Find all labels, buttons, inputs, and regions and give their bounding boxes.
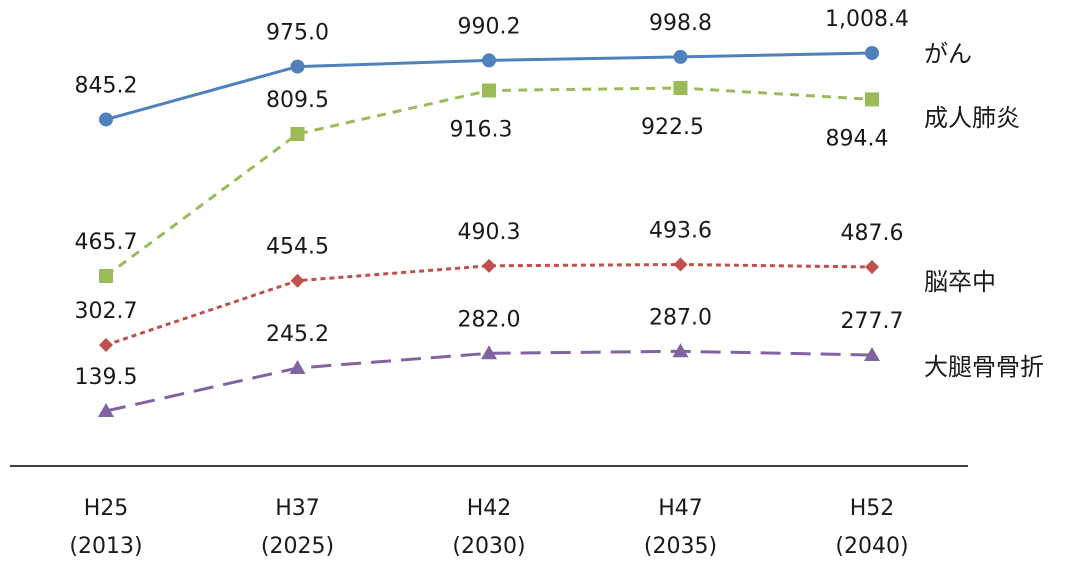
data-label-2-1: 465.7: [75, 230, 138, 255]
data-point-2-5: [865, 92, 879, 107]
data-label-1-4: 998.8: [649, 11, 712, 36]
series-label-1: がん: [924, 40, 972, 68]
x-tick-layer: H25 (2013) H37 (2025) H42 (2030) H47 (2035) H52 (…: [69, 496, 908, 559]
data-point-2-4: [673, 80, 688, 95]
data-label-2-4: 922.5: [641, 115, 704, 140]
data-label-1-1: 845.2: [75, 73, 138, 98]
data-point-2-2: [290, 127, 305, 141]
data-point-2-1: [99, 269, 113, 283]
data-label-4-2: 245.2: [266, 322, 329, 347]
data-point-3-4: [673, 257, 688, 272]
data-label-layer: 845.2 975.0 990.2 998.8 1,008.4 がん 465.7 809.5 9…: [75, 7, 1044, 390]
x-tick-label-era-1: H25: [84, 496, 129, 521]
data-label-1-2: 975.0: [266, 21, 329, 46]
data-label-4-1: 139.5: [75, 365, 138, 390]
data-label-1-5: 1,008.4: [825, 7, 909, 32]
data-point-1-4: [673, 49, 688, 64]
data-point-4-2: [289, 360, 306, 374]
series-label-3: 脳卒中: [924, 268, 996, 296]
data-label-2-5: 894.4: [826, 126, 889, 151]
series-label-2: 成人肺炎: [924, 104, 1020, 132]
data-label-4-3: 282.0: [458, 307, 521, 332]
data-label-3-1: 302.7: [75, 299, 138, 324]
x-tick-label-year-3: (2030): [452, 534, 525, 559]
data-point-3-1: [99, 338, 113, 352]
data-point-1-3: [482, 53, 496, 68]
x-tick-label-era-2: H37: [275, 496, 320, 521]
x-tick-label-year-1: (2013): [69, 534, 142, 559]
data-label-2-2: 809.5: [266, 88, 329, 113]
data-point-1-1: [99, 112, 113, 127]
data-label-3-3: 490.3: [458, 220, 521, 245]
series-line-3: [105, 263, 873, 347]
x-tick-label-era-5: H52: [850, 496, 895, 521]
x-tick-label-year-5: (2040): [835, 534, 908, 559]
series-layer: [98, 46, 880, 417]
data-label-3-4: 493.6: [649, 218, 712, 243]
data-point-3-2: [290, 273, 305, 288]
data-point-4-5: [864, 347, 880, 361]
data-point-1-5: [865, 46, 879, 60]
series-label-4: 大腿骨骨折: [924, 353, 1044, 381]
data-label-1-3: 990.2: [458, 14, 521, 39]
data-point-3-5: [865, 259, 879, 274]
x-tick-label-year-2: (2025): [261, 534, 334, 559]
data-label-3-5: 487.6: [841, 221, 904, 246]
data-label-4-5: 277.7: [841, 309, 904, 334]
data-label-3-2: 454.5: [266, 235, 329, 260]
data-label-4-4: 287.0: [649, 305, 712, 330]
x-tick-label-era-3: H42: [467, 496, 512, 521]
series-line-4: [105, 349, 873, 413]
series-line-2: [105, 86, 873, 278]
data-label-2-3: 916.3: [450, 118, 513, 143]
data-point-4-4: [672, 343, 689, 358]
data-point-3-3: [482, 258, 496, 273]
data-point-2-3: [482, 83, 496, 98]
data-point-1-2: [290, 59, 305, 74]
x-tick-label-era-4: H47: [658, 496, 703, 521]
x-tick-label-year-4: (2035): [644, 534, 717, 559]
data-point-4-3: [481, 345, 497, 360]
data-point-4-1: [98, 403, 114, 417]
